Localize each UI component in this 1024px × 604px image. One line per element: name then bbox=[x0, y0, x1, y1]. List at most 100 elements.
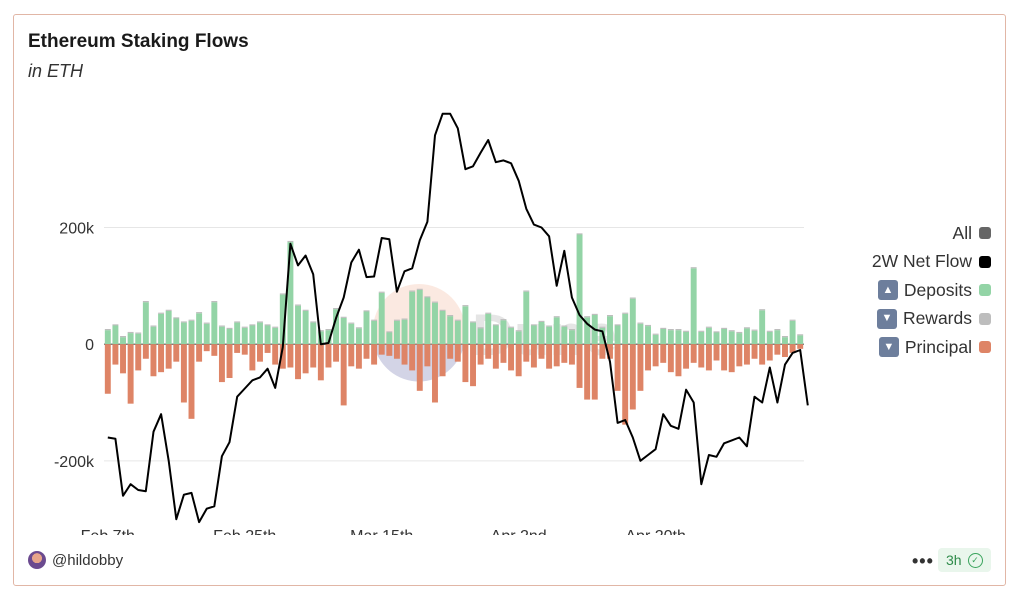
deposit-bar bbox=[211, 302, 218, 345]
reward-bar bbox=[523, 290, 530, 292]
deposit-bar bbox=[477, 328, 484, 345]
legend-item[interactable]: ▼ Rewards bbox=[872, 305, 991, 334]
principal-bar bbox=[698, 344, 705, 368]
avatar bbox=[28, 551, 46, 569]
principal-bar bbox=[508, 344, 515, 371]
deposit-bar bbox=[470, 322, 476, 345]
principal-bar bbox=[302, 344, 309, 374]
reward-bar bbox=[789, 319, 796, 321]
deposit-bar bbox=[196, 313, 203, 345]
principal-bar bbox=[424, 344, 431, 367]
principal-bar bbox=[439, 344, 446, 377]
deposit-bar bbox=[287, 242, 294, 345]
deposit-bar bbox=[614, 325, 621, 345]
deposit-bar bbox=[660, 329, 667, 345]
principal-bar bbox=[287, 344, 294, 368]
principal-bar bbox=[743, 344, 750, 365]
deposit-bar bbox=[150, 326, 157, 345]
legend-swatch bbox=[979, 227, 991, 240]
legend-swatch bbox=[979, 312, 991, 325]
reward-bar bbox=[538, 320, 545, 322]
reward-bar bbox=[485, 312, 492, 314]
deposit-bar bbox=[759, 310, 766, 345]
reward-bar bbox=[249, 324, 256, 326]
deposit-bar bbox=[645, 326, 651, 345]
principal-bar bbox=[279, 344, 286, 369]
reward-bar bbox=[584, 316, 591, 318]
deposit-bar bbox=[112, 325, 119, 345]
chart-subtitle: in ETH bbox=[28, 61, 84, 81]
reward-bar bbox=[203, 322, 210, 324]
legend-item[interactable]: 2W Net Flow bbox=[872, 248, 991, 277]
principal-bar bbox=[614, 344, 621, 391]
deposit-bar bbox=[530, 325, 537, 345]
reward-bar bbox=[439, 309, 446, 311]
triangle-down-icon: ▼ bbox=[876, 308, 897, 329]
deposit-bar bbox=[401, 319, 408, 345]
reward-bar bbox=[728, 330, 735, 332]
deposit-bar bbox=[120, 337, 126, 345]
reward-bar bbox=[705, 326, 712, 328]
legend-label: 2W Net Flow bbox=[871, 251, 972, 272]
principal-bar bbox=[485, 344, 492, 359]
reward-bar bbox=[158, 312, 165, 314]
principal-bar bbox=[645, 344, 651, 371]
reward-bar bbox=[409, 290, 416, 292]
reward-bar bbox=[477, 327, 484, 329]
reward-bar bbox=[591, 313, 598, 315]
more-options-icon[interactable]: ••• bbox=[912, 551, 934, 571]
deposit-bar bbox=[188, 320, 195, 345]
deposit-bar bbox=[568, 330, 575, 345]
principal-bar bbox=[759, 344, 766, 365]
reward-bar bbox=[629, 297, 636, 299]
principal-bar bbox=[120, 344, 126, 374]
reward-bar bbox=[546, 325, 553, 327]
deposit-bar bbox=[705, 327, 712, 345]
deposit-bar bbox=[599, 327, 606, 345]
reward-bar bbox=[104, 329, 111, 331]
reward-bar bbox=[211, 301, 218, 303]
deposit-bar bbox=[500, 320, 507, 345]
reward-bar bbox=[257, 321, 263, 323]
reward-bar bbox=[150, 325, 157, 327]
x-tick-label: Feb 25th bbox=[213, 528, 276, 535]
x-tick-label: Feb 7th bbox=[81, 528, 135, 535]
principal-bar bbox=[180, 344, 187, 403]
principal-bar bbox=[797, 344, 804, 349]
deposit-bar bbox=[333, 309, 340, 345]
refresh-badge[interactable]: 3h ✓ bbox=[938, 548, 991, 572]
principal-bar bbox=[310, 344, 317, 368]
triangle-down-icon: ▼ bbox=[878, 337, 899, 358]
reward-bar bbox=[774, 329, 781, 331]
deposit-bar bbox=[241, 327, 248, 345]
reward-bar bbox=[462, 305, 469, 307]
principal-bar bbox=[782, 344, 788, 357]
deposit-bar bbox=[432, 302, 438, 345]
principal-bar bbox=[470, 344, 476, 387]
principal-bar bbox=[766, 344, 773, 361]
reward-bar bbox=[142, 301, 149, 303]
deposit-bar bbox=[386, 332, 393, 345]
reward-bar bbox=[234, 321, 241, 323]
author-link[interactable]: @hildobby bbox=[28, 551, 123, 569]
principal-bar bbox=[340, 344, 347, 406]
deposit-bar bbox=[736, 333, 743, 345]
principal-bar bbox=[667, 344, 674, 373]
reward-bar bbox=[667, 329, 674, 331]
deposit-bar bbox=[363, 311, 370, 345]
legend-item[interactable]: All bbox=[872, 219, 991, 248]
reward-bar bbox=[363, 310, 370, 312]
legend-item[interactable]: ▼ Principal bbox=[872, 333, 991, 362]
deposit-bar bbox=[561, 326, 568, 345]
principal-bar bbox=[325, 344, 332, 368]
reward-bar bbox=[432, 301, 438, 303]
deposit-bar bbox=[713, 332, 720, 345]
deposit-bar bbox=[272, 327, 279, 345]
principal-bar bbox=[546, 344, 553, 369]
deposit-bar bbox=[743, 328, 750, 345]
deposit-bar bbox=[454, 320, 461, 345]
legend-item[interactable]: ▲ Deposits bbox=[872, 276, 991, 305]
reward-bar bbox=[447, 315, 454, 317]
reward-bar bbox=[127, 331, 134, 334]
principal-bar bbox=[721, 344, 728, 371]
